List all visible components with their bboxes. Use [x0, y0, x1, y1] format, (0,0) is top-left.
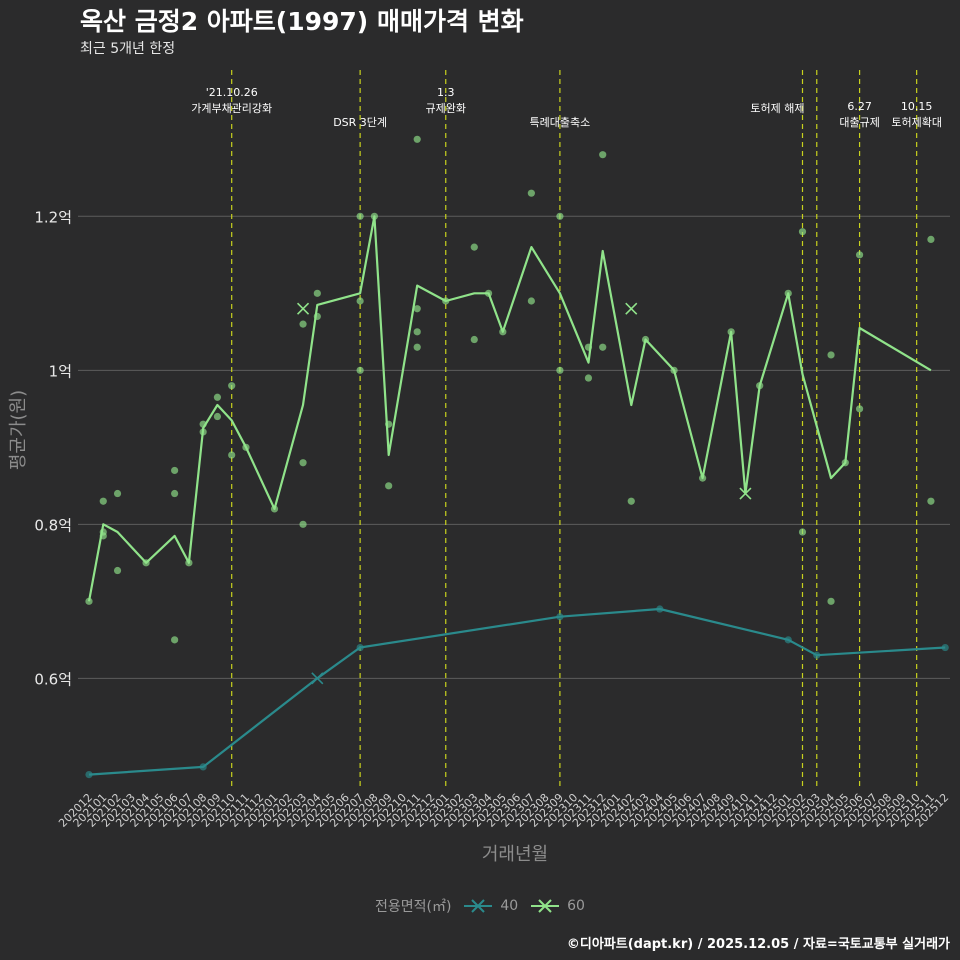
series-line-40 [88, 607, 946, 776]
data-point-60 [299, 520, 307, 528]
y-tick-label: 0.6억 [34, 670, 72, 688]
y-axis-label: 평균가(원) [8, 390, 29, 470]
data-point-60 [99, 497, 107, 505]
data-point-60 [627, 497, 635, 505]
data-point-60 [356, 212, 364, 220]
data-point-60 [855, 405, 864, 413]
legend-label-60: 60 [567, 898, 585, 914]
legend-key-40 [462, 896, 494, 916]
axes: 0.6억0.8억1억1.2억20201220210120210220210320… [34, 208, 951, 830]
data-point-60 [413, 328, 421, 336]
event-label: 토허제확대 [891, 116, 942, 129]
data-point-60 [299, 459, 307, 467]
data-point-60 [385, 482, 393, 490]
data-point-60 [228, 451, 236, 459]
chart-subtitle: 최근 5개년 한정 [80, 41, 176, 57]
legend: 전용면적(㎡) 40 60 [0, 896, 960, 916]
data-point-60 [313, 289, 321, 297]
y-tick-label: 1억 [49, 362, 72, 380]
data-point-60 [171, 489, 179, 498]
data-point-60 [556, 366, 564, 374]
legend-title: 전용면적(㎡) [375, 899, 452, 915]
data-point-60 [584, 374, 593, 382]
event-label: DSR 3단계 [333, 116, 387, 129]
chart-title: 옥산 금정2 아파트(1997) 매매가격 변화 [80, 7, 524, 36]
y-tick-label: 1.2억 [34, 208, 72, 226]
data-point-60 [855, 251, 864, 259]
data-point-60 [356, 366, 364, 374]
legend-key-60 [529, 896, 561, 916]
data-point-60 [413, 305, 421, 313]
cross-marker-60 [739, 487, 752, 500]
data-point-60 [213, 412, 222, 421]
legend-label-40: 40 [500, 898, 519, 914]
data-point-60 [527, 297, 535, 305]
source-footer: ©디아파트(dapt.kr) / 2025.12.05 / 자료=국토교통부 실… [566, 937, 950, 952]
cross-marker-60 [296, 302, 310, 315]
event-label: '21.10.26 [206, 86, 258, 99]
data-point-60 [599, 343, 607, 351]
data-point-60 [213, 393, 222, 401]
x-axis-label: 거래년월 [482, 844, 548, 865]
event-label: 특례대출축소 [530, 116, 591, 129]
series-layer [85, 135, 949, 779]
data-point-60 [927, 497, 935, 505]
event-label: 10.15 [901, 100, 933, 113]
data-point-60 [470, 243, 478, 251]
data-point-60 [599, 151, 607, 159]
data-point-60 [527, 189, 535, 197]
event-label: 대출규제 [839, 116, 879, 129]
event-label: 1.3 [437, 86, 455, 99]
data-point-60 [798, 228, 807, 236]
event-label: 6.27 [847, 100, 872, 113]
data-point-60 [927, 235, 935, 244]
gridlines [78, 215, 950, 679]
event-label: 토허제 해제 [750, 101, 804, 115]
cross-marker-40 [311, 672, 324, 685]
y-tick-label: 0.8억 [34, 516, 72, 534]
data-point-60 [171, 636, 179, 644]
data-point-60 [299, 320, 307, 328]
data-point-60 [556, 212, 564, 220]
data-point-60 [798, 528, 807, 536]
event-label: 규제완화 [426, 102, 466, 115]
event-label: 가계부채관리강화 [191, 102, 272, 115]
data-point-60 [356, 297, 364, 305]
cross-marker-60 [625, 302, 638, 315]
data-point-60 [171, 466, 179, 475]
data-point-60 [827, 351, 835, 359]
data-point-60 [113, 566, 122, 575]
data-point-60 [413, 135, 421, 143]
data-point-60 [470, 335, 478, 344]
data-point-60 [413, 343, 421, 351]
data-point-60 [228, 382, 236, 390]
series-line-60 [87, 215, 932, 602]
data-point-60 [827, 597, 835, 605]
data-point-60 [85, 597, 93, 605]
data-point-60 [113, 489, 122, 498]
